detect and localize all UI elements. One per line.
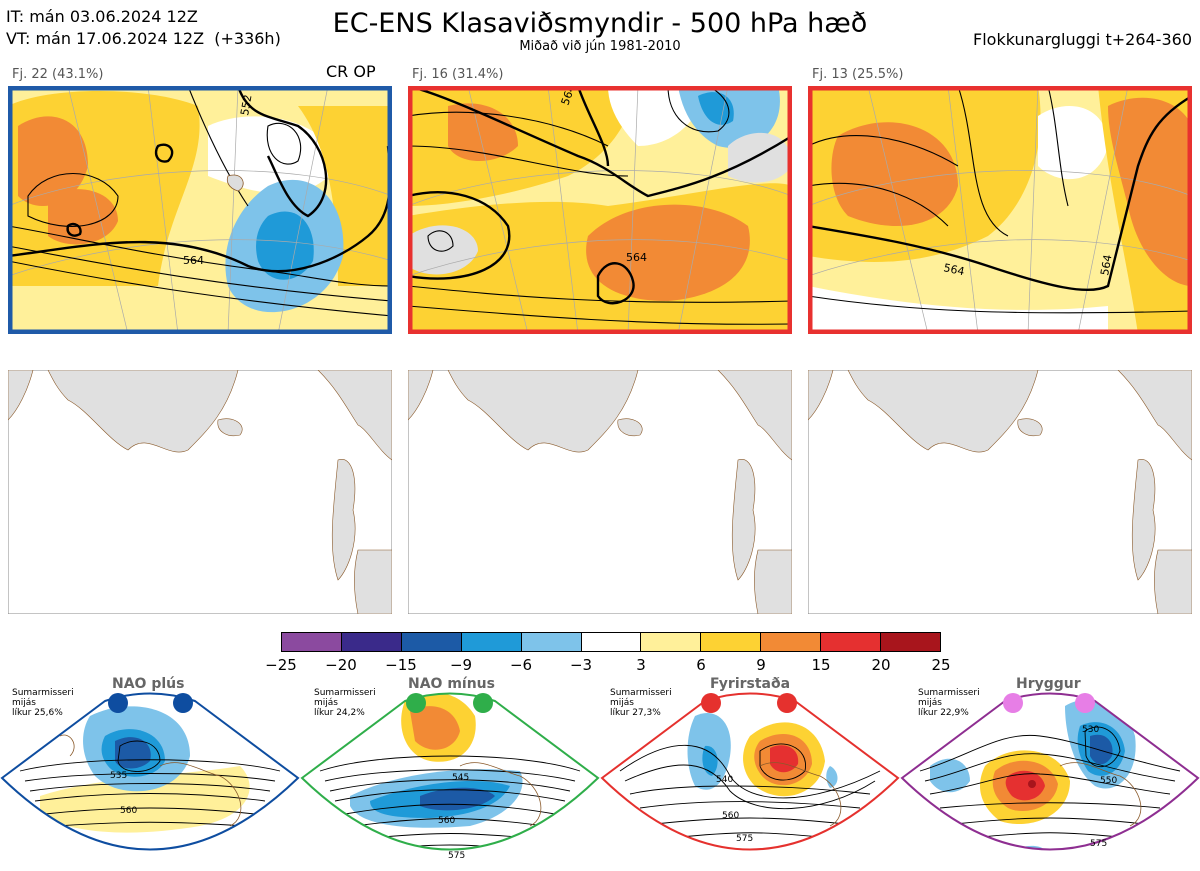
regime-description: Sumarmisseri mijás líkur 27,3% bbox=[610, 688, 672, 718]
cluster-2-map: 564 564 bbox=[408, 86, 792, 334]
regime-description: Sumarmisseri mijás líkur 25,6% bbox=[12, 688, 74, 718]
contour-label-564: 564 bbox=[183, 254, 204, 267]
colorbar-bin bbox=[641, 633, 702, 651]
regime-probability: líkur 22,9% bbox=[918, 708, 969, 718]
colorbar bbox=[281, 632, 941, 652]
regime-probability: líkur 25,6% bbox=[12, 708, 63, 718]
regime-season-sub: mijás bbox=[314, 698, 338, 708]
regime-description: Sumarmisseri mijás líkur 22,9% bbox=[918, 688, 980, 718]
regime-nao-minus: 545 560 575 NAO mínus Sumarmisseri mijás… bbox=[300, 676, 600, 871]
regime-probability: líkur 27,3% bbox=[610, 708, 661, 718]
colorbar-tick: 3 bbox=[636, 656, 646, 674]
contour-label: 575 bbox=[1090, 839, 1107, 849]
regime-dot bbox=[406, 693, 426, 713]
colorbar-tick: 9 bbox=[756, 656, 766, 674]
colorbar-tick: −20 bbox=[325, 656, 357, 674]
page-title: EC-ENS Klasaviðsmyndir - 500 hPa hæð bbox=[332, 8, 868, 39]
regime-name: NAO mínus bbox=[408, 676, 495, 692]
colorbar-tick: −15 bbox=[385, 656, 417, 674]
contour-label-552: 552 bbox=[238, 94, 254, 117]
cluster-3-map: 564 564 bbox=[808, 86, 1192, 334]
regime-nao-plus-frame bbox=[0, 692, 300, 851]
regime-dot bbox=[777, 693, 797, 713]
basemap-3 bbox=[808, 370, 1192, 614]
regime-season-sub: mijás bbox=[12, 698, 36, 708]
page-subtitle: Miðað við jún 1981-2010 bbox=[519, 39, 681, 54]
colorbar-bin bbox=[581, 633, 642, 651]
regime-dot bbox=[108, 693, 128, 713]
regime-ridge-frame bbox=[900, 692, 1200, 851]
cluster-1-frame bbox=[8, 86, 392, 334]
regime-season-sub: mijás bbox=[610, 698, 634, 708]
basemap-1 bbox=[8, 370, 392, 614]
colorbar-bin bbox=[761, 633, 822, 651]
colorbar-bin bbox=[701, 633, 762, 651]
regime-dot bbox=[173, 693, 193, 713]
cluster-3-label: Fj. 13 (25.5%) bbox=[812, 67, 904, 82]
contour-label: 560 bbox=[722, 811, 739, 821]
regime-blocking: 540 560 575 Fyrirstaða Sumarmisseri mijá… bbox=[600, 676, 900, 871]
colorbar-tick: 6 bbox=[696, 656, 706, 674]
regime-season-sub: mijás bbox=[918, 698, 942, 708]
basemap-2 bbox=[408, 370, 792, 614]
header-left: IT: mán 03.06.2024 12Z VT: mán 17.06.202… bbox=[6, 6, 281, 50]
contour-label: 575 bbox=[736, 834, 753, 844]
issue-time: IT: mán 03.06.2024 12Z bbox=[6, 7, 198, 26]
colorbar-tick: 20 bbox=[871, 656, 891, 674]
colorbar-tick: 15 bbox=[811, 656, 831, 674]
colorbar-bin bbox=[341, 633, 402, 651]
regime-probability: líkur 24,2% bbox=[314, 708, 365, 718]
classification-window: Flokkunargluggi t+264-360 bbox=[973, 30, 1192, 49]
colorbar-tick: −6 bbox=[509, 656, 533, 674]
contour-label-564-b: 564 bbox=[1098, 254, 1114, 277]
colorbar-bin bbox=[821, 633, 882, 651]
regime-name: Fyrirstaða bbox=[710, 676, 791, 692]
cluster-1-tag: CR OP bbox=[326, 62, 376, 81]
contour-label: 545 bbox=[452, 773, 469, 783]
colorbar-bin bbox=[461, 633, 522, 651]
header-center: EC-ENS Klasaviðsmyndir - 500 hPa hæð Mið… bbox=[300, 8, 900, 54]
valid-time: VT: mán 17.06.2024 12Z (+336h) bbox=[6, 29, 281, 48]
contour-label: 535 bbox=[110, 771, 127, 781]
cluster-1-map: 564 552 bbox=[8, 86, 392, 334]
contour-label: 560 bbox=[438, 816, 455, 826]
contour-label-564: 564 bbox=[626, 251, 647, 264]
cluster-2-frame bbox=[408, 86, 792, 334]
colorbar-tick: −3 bbox=[569, 656, 593, 674]
colorbar-tick: 25 bbox=[931, 656, 951, 674]
regime-nao-minus-frame bbox=[300, 692, 600, 851]
regime-dot bbox=[473, 693, 493, 713]
regime-name: NAO plús bbox=[112, 676, 185, 692]
contour-label-564: 564 bbox=[942, 261, 965, 278]
contour-label: 540 bbox=[716, 775, 733, 785]
regime-description: Sumarmisseri mijás líkur 24,2% bbox=[314, 688, 376, 718]
colorbar-bin bbox=[282, 633, 342, 651]
regime-dot bbox=[701, 693, 721, 713]
cluster-2-label: Fj. 16 (31.4%) bbox=[412, 67, 504, 82]
colorbar-tick: −9 bbox=[449, 656, 473, 674]
contour-label: 575 bbox=[448, 851, 465, 861]
contour-label: 530 bbox=[1082, 725, 1099, 735]
cluster-3-frame bbox=[808, 86, 1192, 334]
regime-season: Sumarmisseri bbox=[314, 688, 376, 698]
regime-ridge: 530 550 575 Hryggur Sumarmisseri mijás l… bbox=[900, 676, 1200, 871]
cluster-1-label: Fj. 22 (43.1%) bbox=[12, 67, 104, 82]
regime-name: Hryggur bbox=[1016, 676, 1081, 692]
colorbar-bin bbox=[521, 633, 582, 651]
regime-dot bbox=[1003, 693, 1023, 713]
regime-dot bbox=[1075, 693, 1095, 713]
contour-label: 560 bbox=[120, 806, 137, 816]
colorbar-bin bbox=[881, 633, 940, 651]
colorbar-bin bbox=[401, 633, 462, 651]
regime-season: Sumarmisseri bbox=[918, 688, 980, 698]
colorbar-tick: −25 bbox=[265, 656, 297, 674]
regime-season: Sumarmisseri bbox=[610, 688, 672, 698]
regime-season: Sumarmisseri bbox=[12, 688, 74, 698]
contour-label: 550 bbox=[1100, 776, 1117, 786]
regime-blocking-frame bbox=[600, 692, 900, 851]
regime-nao-plus: 535 560 NAO plús Sumarmisseri mijás líku… bbox=[0, 676, 300, 871]
